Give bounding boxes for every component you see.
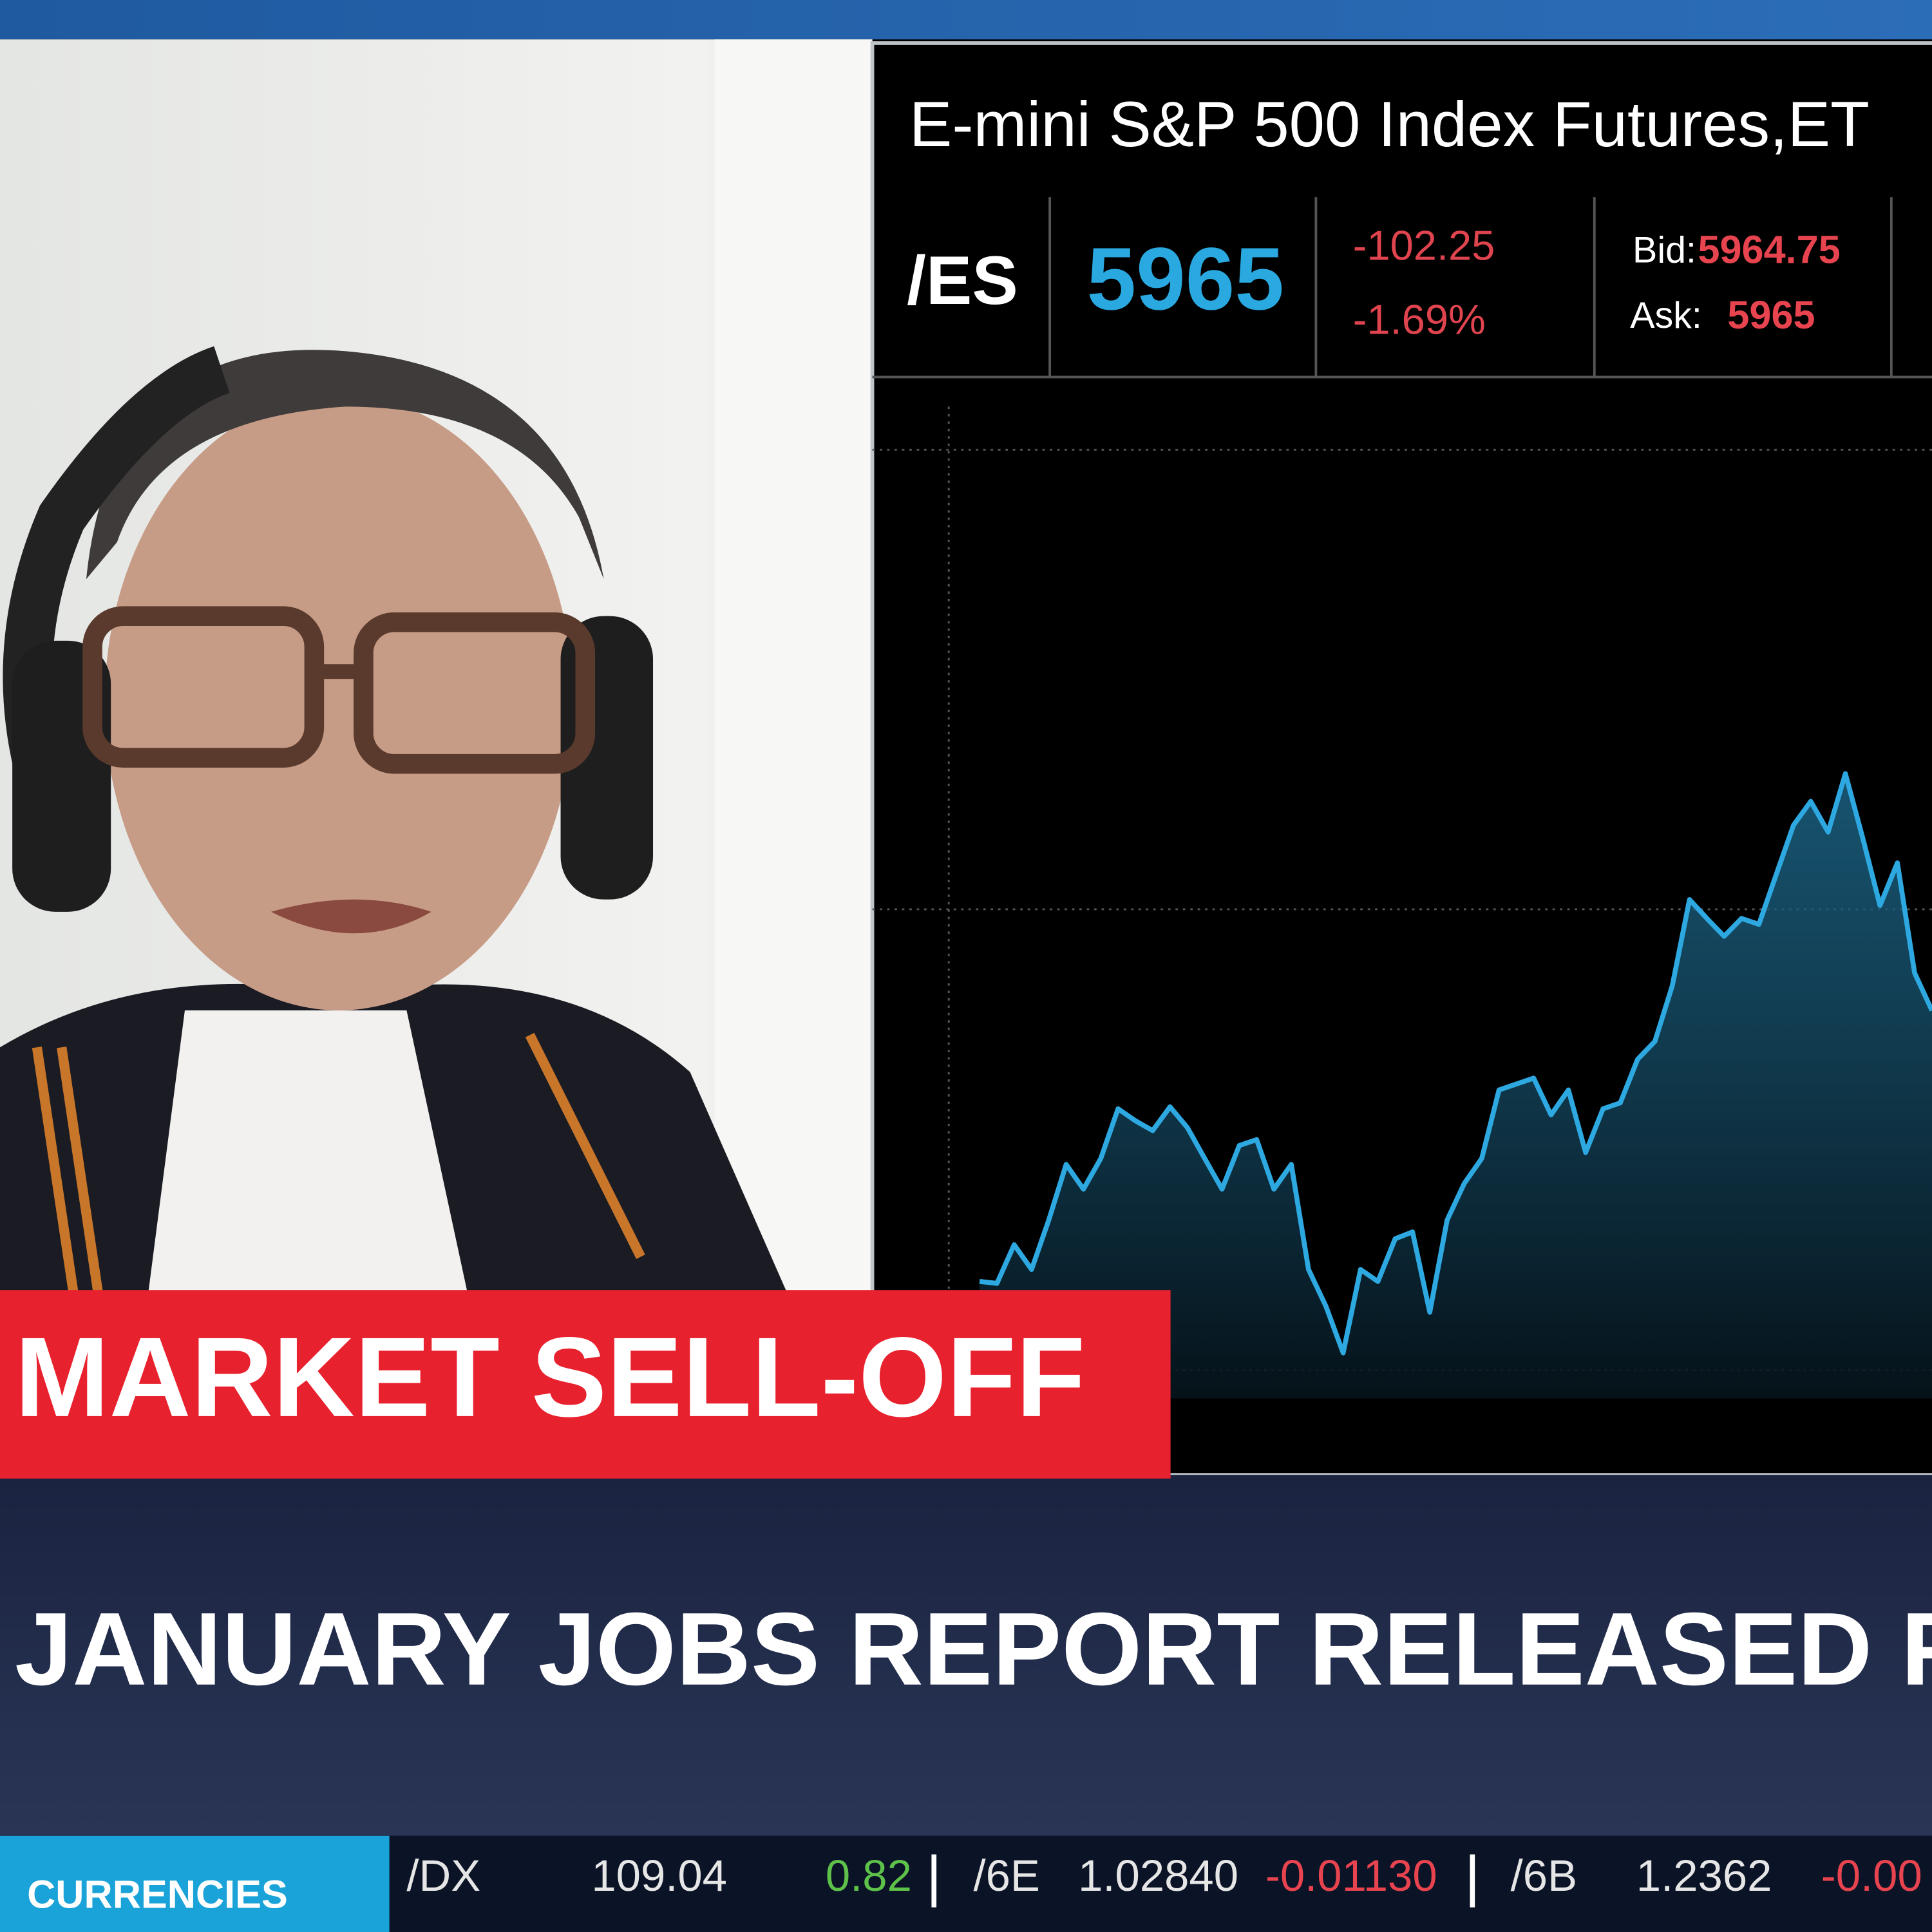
headline: JANUARY JOBS REPORT RELEASED FI [15,1592,1932,1707]
tag-box [0,1290,1171,1479]
bid-label: Bid: [1633,229,1696,270]
top-bar [0,0,1932,40]
tag: MARKET SELL-OFF [15,1314,1085,1441]
section-box [0,1835,390,1932]
ticker-change: 0.82 [826,1851,912,1900]
headline-band [0,1475,1932,1836]
last-price: 5965 [1086,229,1283,328]
bid: 5964.75 [1698,227,1840,271]
pct-change: -1.69% [1353,296,1486,343]
plot [979,771,1932,1399]
price-line [979,771,1932,1356]
ticker-price: 109.04 [591,1851,727,1900]
camera-feed [0,39,873,1297]
chart-guides [872,406,1932,1399]
ticker-items: /DX 109.04 0.82/6E 1.02840 -0.01130/6B 1.2362… [406,1851,1922,1908]
ask-label: Ask: [1630,295,1702,336]
area [980,773,1932,1399]
net-change: -102.25 [1353,222,1495,269]
ticker-change: -0.00 [1821,1851,1922,1900]
ticker-symbol: /6E [973,1851,1039,1900]
ticker-symbol: /DX [406,1851,480,1900]
symbol: /ES [907,242,1018,319]
ticker-price: 1.2362 [1636,1851,1772,1900]
panel-title: E-mini S&P 500 Index Futures,ET [909,89,1870,160]
ticker-price: 1.02840 [1078,1851,1238,1900]
section: CURRENCIES [27,1873,288,1917]
panel-dividers [872,197,1932,379]
ticker-symbol: /6B [1511,1851,1577,1900]
ask: 5965 [1727,293,1815,337]
ticker-change: -0.01130 [1265,1851,1437,1900]
